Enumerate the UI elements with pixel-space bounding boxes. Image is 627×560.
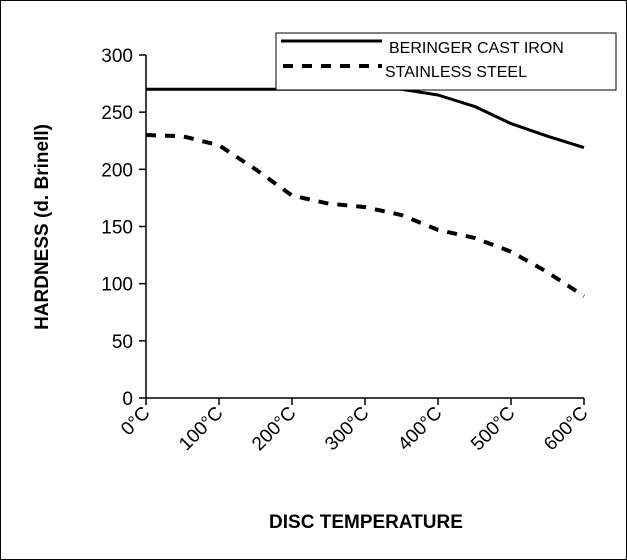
y-tick-label: 250 [101, 103, 133, 124]
y-ticks: 0 50 100 150 200 250 300 [101, 46, 146, 410]
y-tick-label: 300 [101, 46, 133, 67]
series-layer [145, 87, 586, 298]
legend: BERINGER CAST IRON STAINLESS STEEL [275, 32, 617, 91]
legend-label-stainless-steel: STAINLESS STEEL [385, 64, 527, 81]
x-tick-label: 200°C [248, 403, 300, 455]
y-tick-label: 150 [101, 218, 133, 239]
x-axis-title: DISC TEMPERATURE [269, 512, 463, 533]
series-line-stainless-steel [145, 133, 586, 298]
y-tick-label: 0 [122, 389, 133, 410]
x-tick-label: 100°C [175, 403, 227, 455]
axes [145, 55, 584, 399]
x-tick-label: 500°C [467, 403, 519, 455]
y-tick-label: 50 [112, 332, 133, 353]
x-ticks: 0°C 100°C 200°C 300°C 400°C 500°C 600°C [117, 398, 593, 455]
series-line-cast-iron [146, 87, 585, 150]
legend-label-cast-iron: BERINGER CAST IRON [389, 40, 564, 57]
y-axis-title: HARDNESS (d. Brinell) [32, 124, 53, 330]
x-tick-label: 300°C [321, 403, 373, 455]
y-tick-label: 100 [101, 275, 133, 296]
x-tick-label: 400°C [394, 403, 446, 455]
x-tick-label: 600°C [540, 403, 592, 455]
y-tick-label: 200 [101, 160, 133, 181]
